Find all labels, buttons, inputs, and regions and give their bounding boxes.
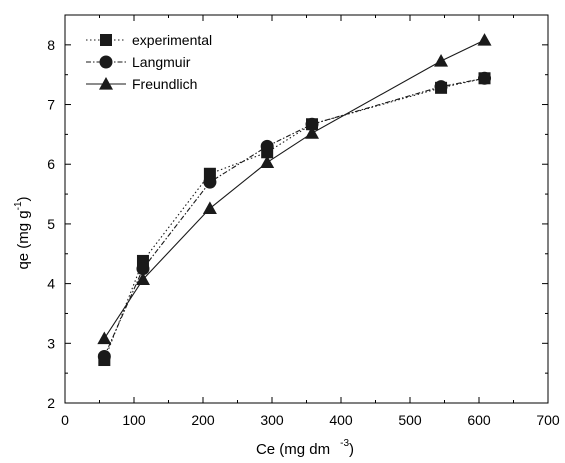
y-tick-label: 3 [47,335,55,351]
data-point-langmuir [203,175,217,189]
x-tick-label: 600 [467,412,491,428]
y-tick-label: 5 [47,216,55,232]
x-tick-label: 700 [536,412,560,428]
legend-marker-experimental [100,34,112,46]
x-tick-label: 300 [260,412,284,428]
y-axis-title-text: qe (mg g [15,210,32,269]
data-point-freundlich [135,272,150,286]
x-axis-title-text: Ce (mg dm [256,441,330,458]
data-point-langmuir [97,349,111,363]
series-markers [97,33,492,367]
x-tick-label: 400 [329,412,353,428]
data-point-langmuir [478,71,492,85]
data-point-freundlich [202,201,217,215]
plot-frame [64,14,549,404]
y-tick-label: 7 [47,97,55,113]
y-tick-label: 8 [47,37,55,53]
series-line-experimental [103,77,485,361]
x-tick-label: 0 [61,412,69,428]
x-axis-title-close: ) [349,441,354,458]
x-tick-label: 100 [122,412,146,428]
y-axis-title: qe (mg g-1) [13,196,32,269]
legend-marker-langmuir [99,55,113,69]
axis-ticks: 0 100 200 300 400 500 600 700 2 3 4 5 6 7 8 [47,14,560,428]
y-tick-label: 6 [47,156,55,172]
y-axis-title-sup: -1 [13,201,24,210]
plot-area-border [64,14,549,404]
axis-titles: Ce (mg dm -3) qe (mg g-1) [13,196,354,458]
data-point-freundlich [260,155,275,169]
data-point-langmuir [260,139,274,153]
y-tick-label: 4 [47,276,55,292]
data-point-freundlich [477,33,492,46]
data-point-langmuir [136,262,150,276]
y-axis-title-close: ) [15,196,32,201]
x-tick-label: 500 [398,412,422,428]
data-point-langmuir [305,117,319,131]
legend-label-freundlich: Freundlich [132,76,197,92]
legend-label-experimental: experimental [132,32,212,48]
legend-label-langmuir: Langmuir [132,54,191,70]
data-point-freundlich [434,53,449,67]
data-point-langmuir [434,80,448,94]
x-axis-title: Ce (mg dm -3) [256,438,354,458]
series-line-langmuir [103,77,485,357]
x-axis-title-sup: -3 [340,438,349,449]
legend-marker-freundlich [99,77,113,90]
y-tick-label: 2 [47,395,55,411]
data-point-freundlich [305,126,320,139]
x-tick-label: 200 [191,412,215,428]
legend: experimental Langmuir Freundlich [86,32,212,92]
data-point-freundlich [97,331,112,345]
